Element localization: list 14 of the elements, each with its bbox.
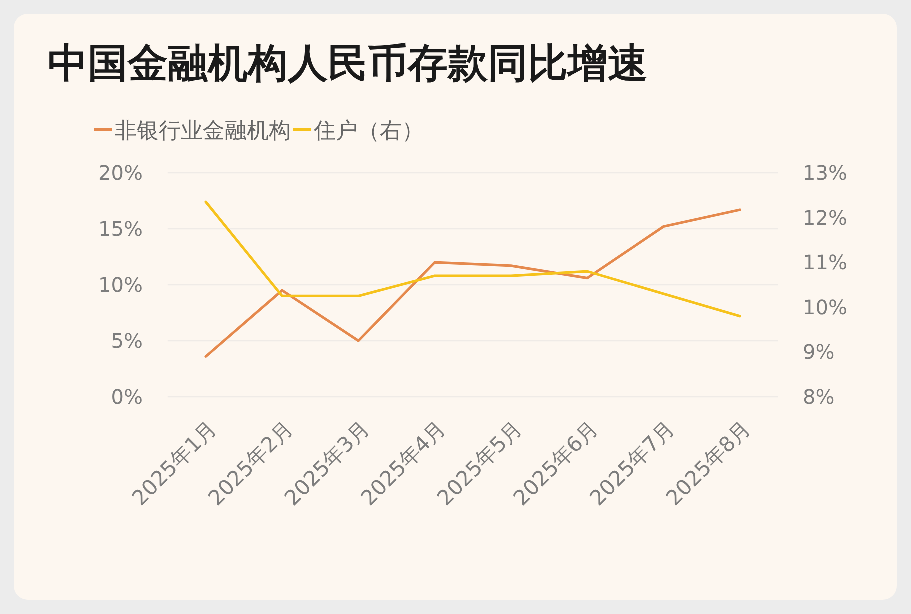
- y2-tick-label: 8%: [803, 385, 835, 409]
- legend-label: 住户（右）: [314, 119, 424, 144]
- y-tick-label: 15%: [98, 217, 143, 241]
- y2-tick-label: 13%: [803, 161, 848, 185]
- y-tick-label: 20%: [98, 161, 143, 185]
- legend-label: 非银行业金融机构: [115, 119, 291, 144]
- y2-tick-label: 11%: [803, 250, 848, 275]
- y-tick-label: 5%: [111, 329, 143, 353]
- y-tick-label: 10%: [98, 273, 143, 297]
- y-tick-label: 0%: [111, 385, 143, 409]
- y2-tick-label: 10%: [803, 295, 848, 320]
- title: 中国金融机构人民币存款同比增速: [48, 41, 648, 87]
- y2-tick-label: 12%: [803, 206, 848, 230]
- y2-tick-label: 9%: [803, 340, 835, 364]
